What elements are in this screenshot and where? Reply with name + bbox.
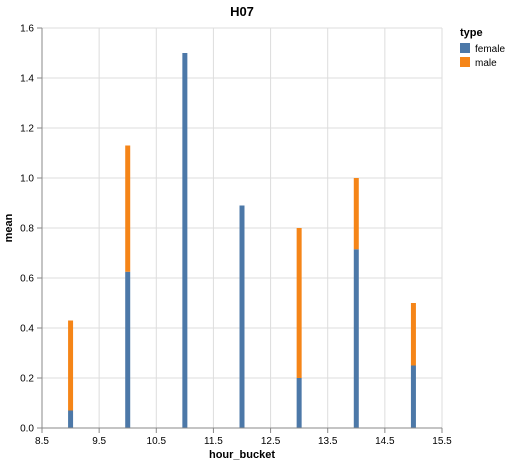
y-tick-label: 0.6: [20, 274, 34, 285]
y-tick-label: 1.6: [20, 24, 34, 35]
bars: [68, 53, 416, 428]
bar-female-9: [68, 410, 74, 428]
legend-label-male: male: [475, 58, 497, 69]
x-tick-label: 10.5: [147, 436, 167, 447]
bar-male-15: [410, 303, 416, 366]
y-tick-label: 0.8: [20, 224, 34, 235]
x-axis-label: hour_bucket: [209, 449, 275, 461]
y-tick-label: 1.2: [20, 124, 34, 135]
y-ticks: 0.0 0.2 0.4 0.6 0.8 1.0 1.2 1.4 1.6: [20, 24, 42, 435]
legend-title: type: [460, 27, 483, 39]
x-ticks: 8.5 9.5 10.5 11.5 12.5 13.5 14.5 15.5: [35, 428, 452, 447]
y-tick-label: 0.0: [20, 424, 34, 435]
legend-swatch-female: [460, 43, 470, 53]
x-tick-label: 11.5: [204, 436, 223, 447]
legend-swatch-male: [460, 57, 470, 67]
bar-female-10: [125, 271, 131, 428]
bar-female-12: [239, 205, 245, 428]
bar-female-14: [353, 249, 359, 428]
y-tick-label: 0.4: [20, 324, 34, 335]
bar-male-14: [353, 178, 359, 250]
x-tick-label: 12.5: [261, 436, 281, 447]
bar-male-10: [125, 145, 131, 272]
bar-female-11: [182, 53, 188, 428]
bar-male-9: [68, 320, 74, 411]
legend-label-female: female: [475, 44, 505, 55]
chart-title: H07: [230, 4, 254, 19]
legend: type female male: [460, 27, 505, 69]
x-tick-label: 14.5: [375, 436, 395, 447]
x-tick-label: 9.5: [92, 436, 106, 447]
bar-female-13: [296, 378, 302, 428]
y-tick-label: 1.0: [20, 174, 34, 185]
bar-female-15: [410, 365, 416, 428]
x-tick-label: 8.5: [35, 436, 49, 447]
y-tick-label: 0.2: [20, 374, 34, 385]
x-tick-label: 13.5: [318, 436, 338, 447]
y-tick-label: 1.4: [20, 74, 34, 85]
bar-male-13: [296, 228, 302, 378]
x-tick-label: 15.5: [432, 436, 452, 447]
y-axis-label: mean: [3, 213, 15, 242]
